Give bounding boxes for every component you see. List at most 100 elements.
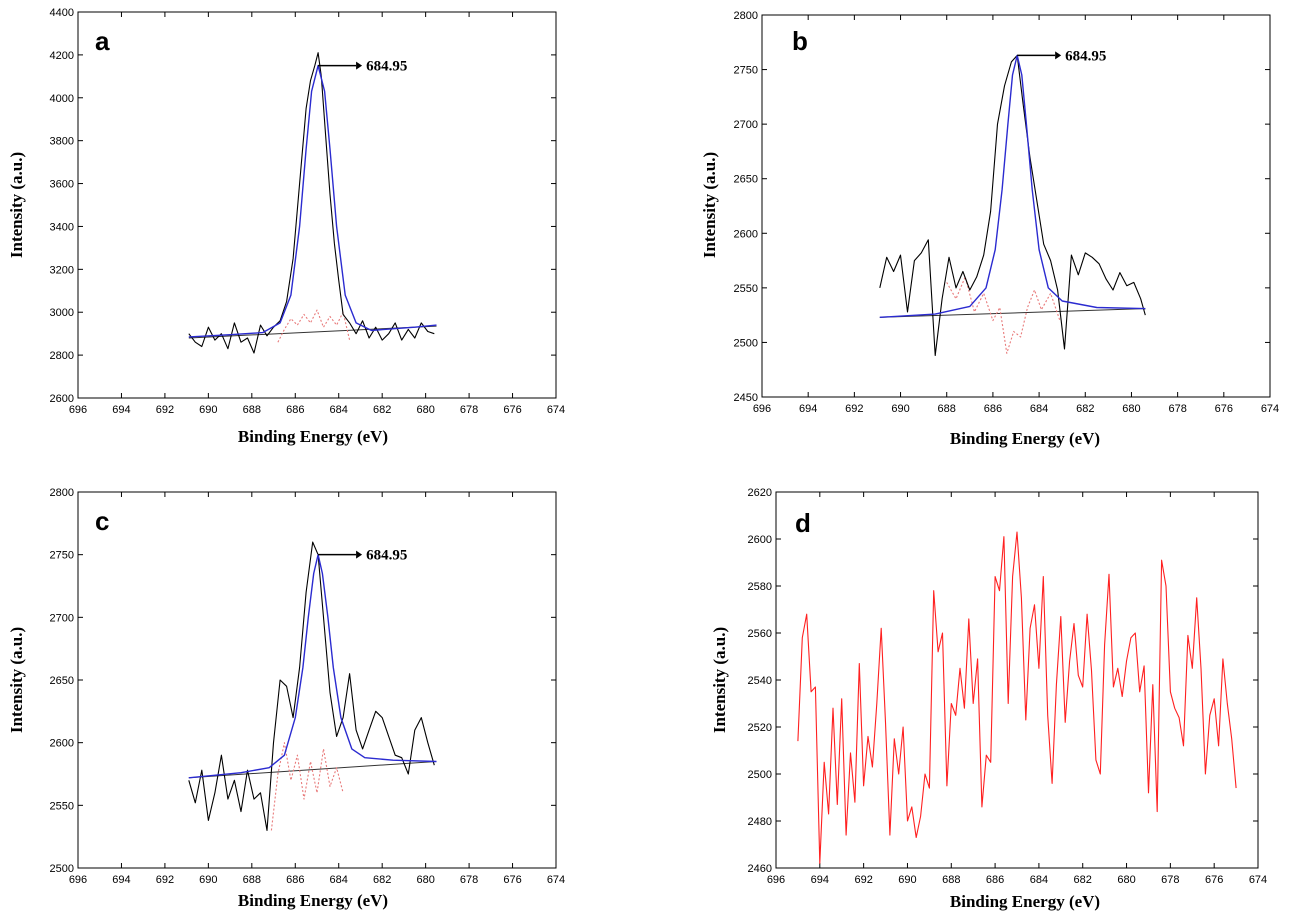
y-tick-label: 2600	[50, 738, 74, 750]
peak-label: 684.95	[366, 59, 407, 75]
x-tick-label: 688	[942, 874, 960, 886]
x-tick-label: 694	[799, 403, 817, 415]
y-tick-label: 3600	[50, 179, 74, 191]
series-raw	[879, 54, 1146, 357]
x-axis-label: Binding Energy (eV)	[950, 892, 1100, 911]
plot-frame	[761, 14, 1271, 398]
x-tick-label: 682	[373, 874, 391, 886]
panel-c: 696 694 692 690 688 686 684 682 680 678 676 674 2500…	[7, 487, 565, 910]
plot-area	[188, 52, 437, 354]
y-tick-label: 4400	[50, 7, 74, 19]
y-tick-label: 2700	[50, 612, 74, 624]
x-tick-label: 676	[1215, 403, 1233, 415]
y-tick-label: 2460	[748, 863, 772, 875]
panel-letter: a	[95, 26, 110, 56]
y-tick-label: 2450	[734, 392, 758, 404]
series-raw	[188, 52, 435, 354]
x-axis-label: Binding Energy (eV)	[238, 427, 388, 446]
x-tick-label: 688	[938, 403, 956, 415]
series-residual	[270, 742, 344, 831]
y-tick-label: 2750	[734, 65, 758, 77]
y-tick-label: 2800	[50, 350, 74, 362]
y-tick-label: 2600	[734, 228, 758, 240]
x-tick-label: 694	[112, 874, 130, 886]
y-tick-label: 2600	[748, 534, 772, 546]
x-tick-label: 696	[69, 874, 87, 886]
x-tick-label: 678	[1161, 874, 1179, 886]
series-fit	[188, 554, 437, 779]
x-tick-label: 692	[156, 874, 174, 886]
plot-area	[797, 531, 1237, 864]
x-tick-label: 680	[416, 874, 434, 886]
x-tick-label: 678	[460, 874, 478, 886]
peak-arrow-head	[1055, 51, 1062, 60]
y-axis-label: Intensity (a.u.)	[700, 152, 719, 258]
x-tick-label: 686	[984, 403, 1002, 415]
plot-area	[188, 541, 437, 831]
panel-letter: b	[792, 26, 808, 56]
peak-label: 684.95	[1065, 48, 1106, 64]
background-line	[188, 760, 437, 779]
peak-arrow-head	[356, 61, 363, 70]
y-tick-label: 2650	[734, 174, 758, 186]
y-tick-label: 2500	[748, 769, 772, 781]
peak-arrow-head	[356, 550, 363, 559]
y-tick-label: 2620	[748, 487, 772, 499]
x-tick-label: 686	[986, 874, 1004, 886]
x-tick-label: 684	[1030, 403, 1048, 415]
y-tick-label: 2540	[748, 675, 772, 687]
x-tick-label: 686	[286, 874, 304, 886]
y-tick-label: 2500	[734, 337, 758, 349]
panel-a: 696 694 692 690 688 686 684 682 680 678 676 674 2600…	[7, 7, 565, 446]
x-tick-label: 694	[112, 404, 130, 416]
x-axis-label: Binding Energy (eV)	[238, 891, 388, 910]
x-tick-label: 674	[1249, 874, 1267, 886]
x-tick-label: 696	[69, 404, 87, 416]
x-tick-label: 676	[503, 404, 521, 416]
y-tick-label: 4200	[50, 50, 74, 62]
y-tick-label: 2800	[50, 487, 74, 499]
series-residual	[277, 309, 351, 343]
series-fit	[188, 64, 437, 338]
x-tick-label: 680	[1117, 874, 1135, 886]
x-tick-label: 684	[330, 874, 348, 886]
y-tick-label: 2560	[748, 628, 772, 640]
y-tick-label: 2750	[50, 550, 74, 562]
x-tick-label: 696	[767, 874, 785, 886]
y-tick-label: 2580	[748, 581, 772, 593]
y-tick-label: 2500	[50, 863, 74, 875]
y-tick-label: 2800	[734, 10, 758, 22]
x-tick-label: 676	[503, 874, 521, 886]
plot-area	[879, 54, 1146, 357]
y-tick-label: 2600	[50, 393, 74, 405]
x-tick-label: 690	[891, 403, 909, 415]
panel-letter: d	[795, 508, 811, 538]
plot-frame	[77, 491, 557, 869]
y-tick-label: 2650	[50, 675, 74, 687]
x-tick-label: 694	[811, 874, 829, 886]
background-line	[879, 308, 1146, 318]
x-tick-label: 688	[243, 404, 261, 416]
y-tick-label: 2520	[748, 722, 772, 734]
peak-label: 684.95	[366, 548, 407, 564]
x-tick-label: 688	[243, 874, 261, 886]
panel-b: 696 694 692 690 688 686 684 682 680 678 676 674 2450…	[700, 10, 1279, 448]
series-spectrum	[797, 531, 1237, 864]
x-tick-label: 678	[1168, 403, 1186, 415]
x-tick-label: 682	[1074, 874, 1092, 886]
x-tick-label: 682	[1076, 403, 1094, 415]
y-axis-label: Intensity (a.u.)	[7, 627, 26, 733]
x-tick-label: 676	[1205, 874, 1223, 886]
x-axis-label: Binding Energy (eV)	[950, 429, 1100, 448]
x-tick-label: 692	[156, 404, 174, 416]
x-tick-label: 686	[286, 404, 304, 416]
x-tick-label: 690	[199, 874, 217, 886]
plot-frame	[77, 11, 557, 399]
series-raw	[188, 541, 435, 831]
y-tick-label: 2480	[748, 816, 772, 828]
y-axis-label: Intensity (a.u.)	[7, 152, 26, 258]
x-tick-label: 690	[898, 874, 916, 886]
x-tick-label: 680	[1122, 403, 1140, 415]
y-tick-label: 3800	[50, 136, 74, 148]
